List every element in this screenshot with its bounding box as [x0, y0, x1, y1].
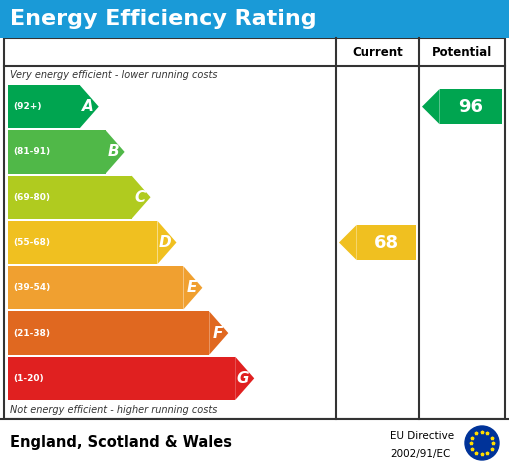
Circle shape — [465, 426, 499, 460]
Text: England, Scotland & Wales: England, Scotland & Wales — [10, 436, 232, 451]
Bar — [8, 130, 106, 174]
Text: (55-68): (55-68) — [13, 238, 50, 247]
Bar — [8, 85, 80, 128]
Text: E: E — [187, 280, 197, 295]
Text: (21-38): (21-38) — [13, 329, 50, 338]
Bar — [8, 266, 183, 310]
Text: Very energy efficient - lower running costs: Very energy efficient - lower running co… — [10, 70, 217, 80]
Text: (69-80): (69-80) — [13, 193, 50, 202]
Text: F: F — [213, 325, 223, 340]
Text: Not energy efficient - higher running costs: Not energy efficient - higher running co… — [10, 405, 217, 415]
Text: (39-54): (39-54) — [13, 283, 50, 292]
Bar — [440, 89, 502, 124]
Polygon shape — [80, 85, 99, 128]
Text: G: G — [237, 371, 249, 386]
Polygon shape — [106, 130, 125, 174]
Text: A: A — [82, 99, 94, 114]
Text: 2002/91/EC: 2002/91/EC — [390, 449, 450, 459]
Bar — [8, 176, 131, 219]
Text: (92+): (92+) — [13, 102, 42, 111]
Text: Potential: Potential — [432, 45, 492, 58]
Text: EU Directive: EU Directive — [390, 431, 454, 441]
Text: C: C — [134, 190, 146, 205]
Polygon shape — [183, 266, 203, 310]
Text: (1-20): (1-20) — [13, 374, 44, 383]
Bar — [8, 221, 157, 264]
Polygon shape — [422, 89, 440, 124]
Polygon shape — [157, 221, 177, 264]
Text: Current: Current — [352, 45, 403, 58]
Text: (81-91): (81-91) — [13, 148, 50, 156]
Bar — [8, 357, 235, 400]
Text: 96: 96 — [458, 98, 484, 116]
Polygon shape — [131, 176, 151, 219]
Bar — [357, 225, 416, 260]
Polygon shape — [209, 311, 229, 355]
Bar — [0, 0, 509, 38]
Polygon shape — [339, 225, 357, 260]
Bar — [4, 38, 505, 419]
Text: D: D — [159, 235, 172, 250]
Text: B: B — [108, 144, 120, 159]
Text: 68: 68 — [374, 234, 399, 252]
Bar — [8, 311, 209, 355]
Polygon shape — [235, 357, 254, 400]
Text: Energy Efficiency Rating: Energy Efficiency Rating — [10, 9, 317, 29]
Bar — [0, 419, 509, 467]
